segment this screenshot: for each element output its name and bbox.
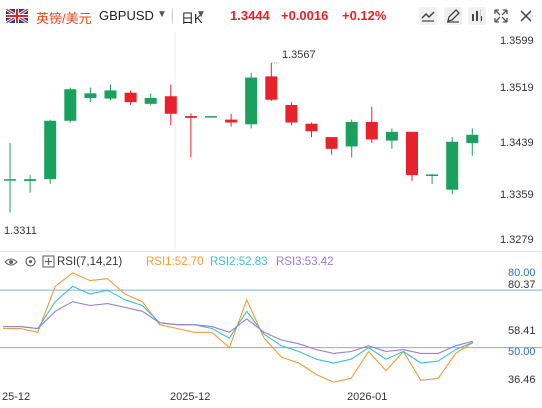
low-price-annotation: 1.3311: [4, 225, 37, 237]
candle: [104, 84, 117, 101]
candle-body: [44, 120, 57, 180]
rsi-axis-label: 58.41: [508, 325, 536, 337]
candle: [84, 87, 97, 103]
candle: [446, 137, 459, 195]
rsi3-value: RSI3:53.42: [276, 256, 334, 268]
pair-dropdown-icon[interactable]: ▼: [157, 9, 167, 20]
uk-flag-icon: [6, 9, 28, 23]
candle: [164, 84, 177, 126]
candle-body: [325, 137, 338, 149]
candle-body: [144, 97, 157, 104]
close-icon[interactable]: [516, 6, 536, 26]
candle-body: [84, 93, 97, 98]
date-axis-label: 25-12: [2, 391, 31, 403]
candle: [184, 113, 197, 158]
candle: [64, 87, 77, 123]
candle-body: [426, 174, 439, 176]
candle-body: [104, 90, 117, 99]
visibility-icon[interactable]: [4, 256, 18, 268]
candle-body: [24, 179, 37, 181]
divider: [172, 9, 173, 23]
candle-body: [64, 89, 77, 121]
rsi-axis-label: 36.46: [508, 374, 536, 386]
candle-body: [345, 121, 358, 147]
candle-body: [265, 76, 278, 100]
candle: [265, 62, 278, 101]
candle-body: [406, 131, 418, 176]
edit-icon[interactable]: [443, 6, 463, 26]
rsi-legend: RSI(7,14,21) RSI1:52.70 RSI2:52.83 RSI3:…: [0, 253, 400, 271]
settings-icon[interactable]: [24, 255, 37, 268]
rsi1-line: [3, 272, 474, 383]
price-axis-label: 1.3279: [500, 234, 534, 246]
rsi-axis-label: 80.37: [508, 279, 536, 291]
candle: [245, 72, 258, 129]
pair-name[interactable]: 英镑/美元: [36, 11, 92, 26]
candle: [385, 128, 398, 149]
candle: [365, 106, 378, 143]
candle: [426, 173, 439, 184]
candle: [406, 131, 418, 181]
candle: [345, 119, 358, 158]
rsi-level-label: 50.00: [508, 346, 536, 358]
candle-body: [285, 105, 298, 123]
candle: [205, 116, 217, 118]
rsi-chart[interactable]: [0, 271, 542, 386]
rsi1-value: RSI1:52.70: [146, 256, 204, 268]
candlestick-chart[interactable]: [0, 32, 542, 251]
candle-body: [385, 131, 398, 141]
timeframe-dropdown-icon[interactable]: ▼: [196, 9, 206, 20]
chart-line-icon[interactable]: [418, 6, 438, 26]
pane-divider[interactable]: [0, 251, 542, 252]
candle: [466, 128, 479, 156]
rsi-level-label: 80.00: [508, 267, 536, 279]
rsi-params[interactable]: RSI(7,14,21): [57, 256, 123, 268]
add-indicator-icon[interactable]: [42, 255, 55, 268]
rsi2-value: RSI2:52.83: [210, 256, 268, 268]
price-axis-label: 1.3599: [500, 35, 534, 47]
candle-body: [184, 116, 197, 118]
candle: [24, 175, 37, 193]
candle-body: [4, 179, 16, 181]
price-change: +0.0016: [281, 8, 329, 23]
price-change-percent: +0.12%: [342, 8, 387, 23]
last-price: 1.3444: [230, 8, 270, 23]
toolbar-divider: [480, 9, 481, 23]
high-price-annotation: 1.3567: [282, 49, 316, 61]
timeframe-selector[interactable]: 日K: [181, 11, 203, 26]
candle-body: [466, 134, 479, 143]
rsi3-line: [3, 301, 474, 354]
candle-body: [305, 123, 318, 132]
candle-body: [205, 116, 217, 118]
price-axis-label: 1.3519: [500, 82, 534, 94]
date-axis-label: 2025-12: [170, 391, 211, 403]
pair-code[interactable]: GBPUSD: [99, 8, 154, 23]
candle: [225, 113, 238, 127]
candle: [285, 102, 298, 126]
candle-body: [124, 92, 137, 103]
date-axis-label: 2026-01: [347, 391, 388, 403]
candle: [4, 142, 16, 213]
candle: [325, 137, 338, 155]
bar-chart-icon[interactable]: [467, 6, 487, 26]
candle: [144, 93, 157, 105]
candle: [44, 119, 57, 184]
candle-body: [446, 141, 459, 190]
price-axis-label: 1.3359: [500, 189, 534, 201]
candle: [305, 122, 318, 138]
chart-header: 英镑/美元 GBPUSD ▼ 日K ▼ 1.3444 +0.0016 +0.12…: [0, 0, 542, 32]
candle: [124, 90, 137, 105]
candle-body: [245, 77, 258, 125]
price-axis-label: 1.3439: [500, 137, 534, 149]
candle-body: [365, 121, 378, 140]
candle-body: [225, 119, 238, 123]
expand-icon[interactable]: [491, 6, 511, 26]
candle-body: [164, 96, 177, 114]
rsi2-line: [3, 285, 474, 364]
